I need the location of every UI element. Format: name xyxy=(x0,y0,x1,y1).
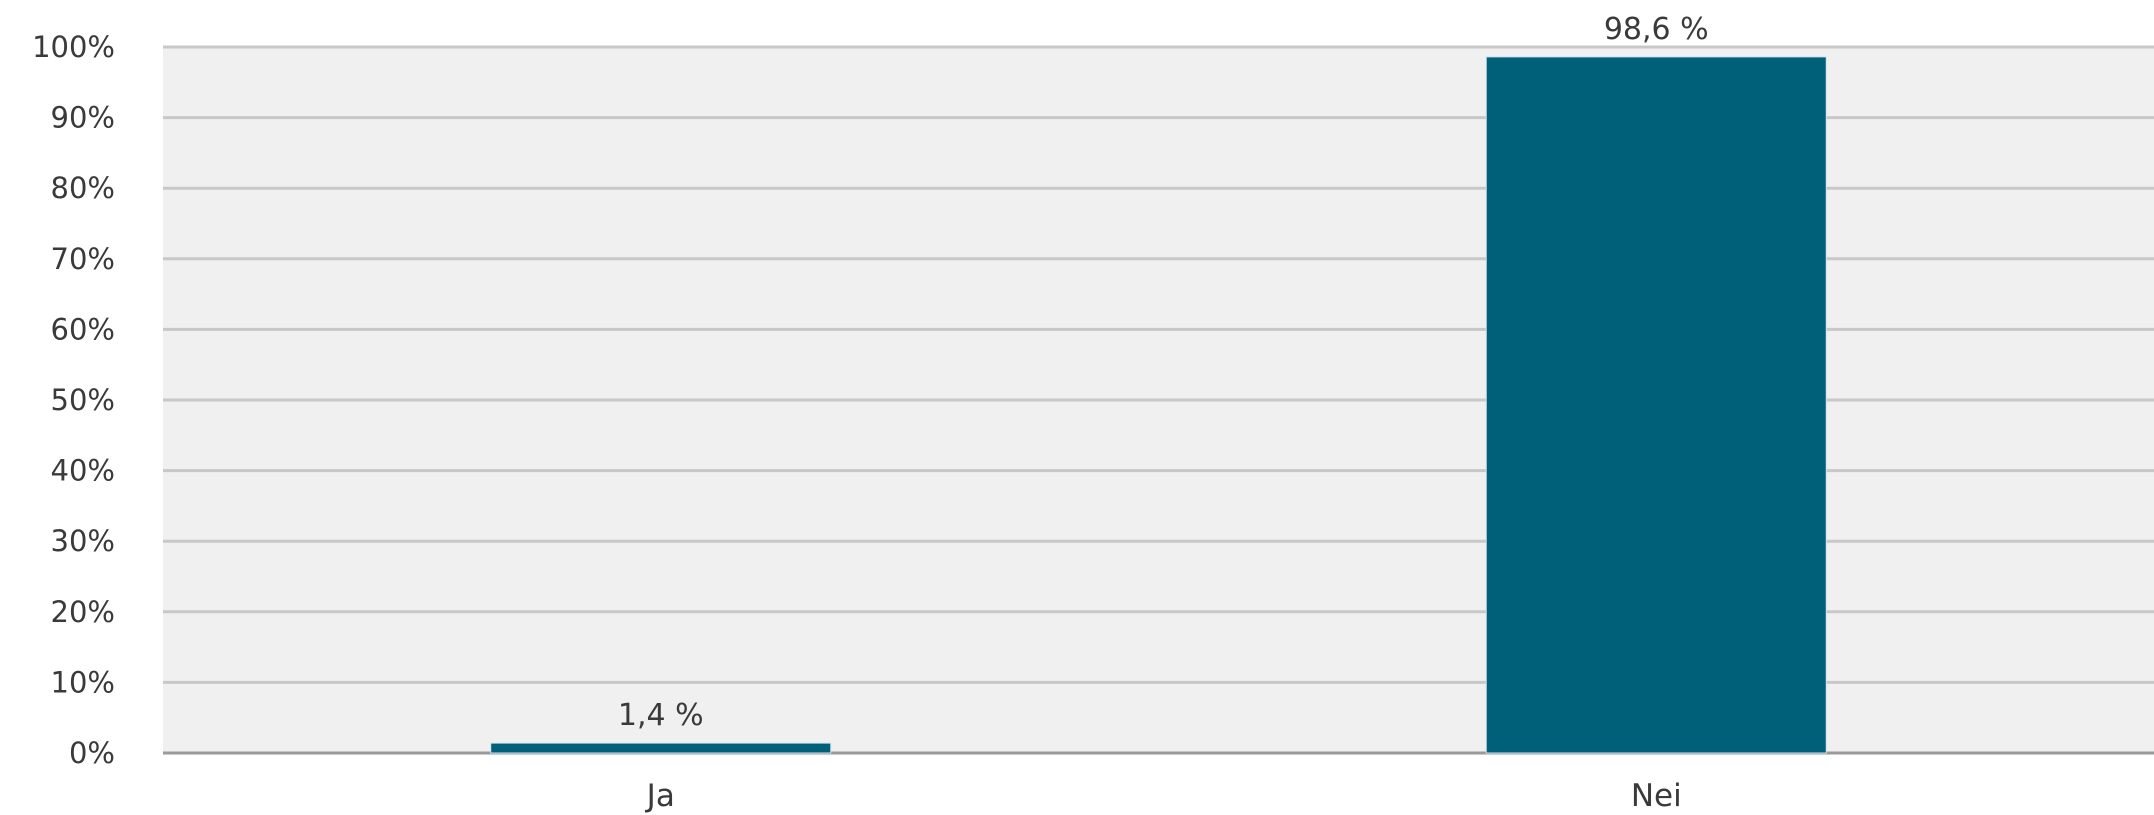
y-tick-label: 50% xyxy=(51,383,115,417)
y-tick-label: 30% xyxy=(51,524,115,558)
data-label-ja: 1,4 % xyxy=(618,698,704,733)
y-tick-label: 20% xyxy=(51,595,115,629)
y-tick-label: 80% xyxy=(51,171,115,205)
bars xyxy=(490,56,1827,754)
y-tick-label: 70% xyxy=(51,242,115,276)
y-tick-label: 90% xyxy=(51,101,115,135)
data-label-nei: 98,6 % xyxy=(1604,12,1709,47)
y-tick-label: 0% xyxy=(69,736,115,770)
data-labels: 1,4 % 98,6 % xyxy=(618,12,1709,733)
bar-ja xyxy=(490,742,832,754)
y-tick-label: 100% xyxy=(32,30,115,64)
category-label-nei: Nei xyxy=(1631,778,1682,814)
category-label-ja: Ja xyxy=(645,778,675,814)
y-axis-tick-labels: 0% 10% 20% 30% 40% 50% 60% 70% 80% 90% 100% xyxy=(32,30,115,770)
bar-nei xyxy=(1485,56,1827,754)
y-tick-label: 10% xyxy=(51,665,115,699)
x-axis-category-labels: Ja Nei xyxy=(645,778,1682,814)
y-tick-label: 40% xyxy=(51,454,115,488)
y-tick-label: 60% xyxy=(51,312,115,346)
